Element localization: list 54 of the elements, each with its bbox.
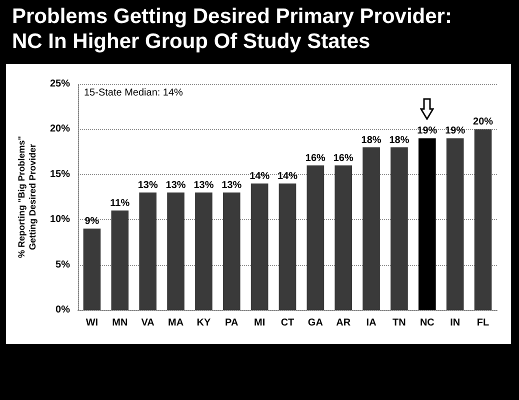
data-label: 13% [138, 180, 158, 191]
x-tick-label: IN [450, 318, 460, 328]
y-tick-label: 10% [50, 214, 70, 226]
data-label: 9% [84, 216, 100, 228]
x-tick-label: WI [86, 318, 98, 328]
data-label: 14% [277, 170, 298, 182]
data-label: 19% [445, 126, 466, 137]
bar [83, 228, 101, 310]
x-tick-label: KY [196, 318, 211, 328]
x-tick-label: VA [141, 318, 154, 328]
data-label: 20% [473, 116, 494, 128]
bar [278, 183, 296, 310]
x-tick-label: MI [254, 318, 266, 328]
data-label: 16% [333, 152, 354, 164]
bar [222, 192, 240, 310]
bar [334, 165, 352, 310]
bar [167, 192, 184, 310]
x-tick-label: TN [392, 318, 406, 328]
x-tick-label: FL [476, 318, 490, 328]
y-tick-label: 20% [50, 124, 70, 135]
bar [306, 165, 324, 310]
data-label: 19% [417, 126, 438, 137]
y-tick-label: 5% [56, 259, 70, 270]
data-label: 13% [222, 180, 242, 191]
chart-title: Problems Getting Desired Primary Provider: NC In Higher Group Of Study States [12, 4, 452, 54]
y-tick-label: 25% [50, 78, 70, 90]
data-label: 11% [110, 198, 130, 210]
bar [195, 192, 212, 310]
data-label: 18% [361, 134, 382, 146]
data-label: 13% [194, 180, 214, 191]
x-tick-label: MN [112, 318, 128, 328]
data-label: 18% [389, 134, 410, 146]
bar [474, 129, 492, 310]
y-tick-label: 15% [50, 168, 70, 180]
bar [250, 183, 268, 310]
bar [362, 147, 380, 310]
bar [446, 138, 464, 310]
data-label: 16% [305, 152, 326, 164]
bar [390, 147, 408, 310]
data-label: 13% [166, 180, 186, 191]
y-axis-title: % Reporting "Big Problems" Getting Desired Provider [16, 136, 38, 258]
x-tick-label: MA [168, 318, 184, 328]
y-tick-label: 0% [56, 304, 70, 316]
bar [139, 192, 156, 310]
x-tick-label: AR [336, 318, 352, 328]
bar [111, 210, 129, 310]
data-label: 14% [250, 170, 270, 182]
x-tick-label: NC [420, 318, 434, 328]
x-tick-label: CT [280, 318, 294, 328]
x-tick-label: GA [308, 318, 323, 328]
x-tick-label: PA [225, 318, 238, 328]
bar [418, 138, 436, 310]
x-tick-label: IA [366, 318, 376, 328]
annotation: 15-State Median: 14% [84, 88, 184, 98]
